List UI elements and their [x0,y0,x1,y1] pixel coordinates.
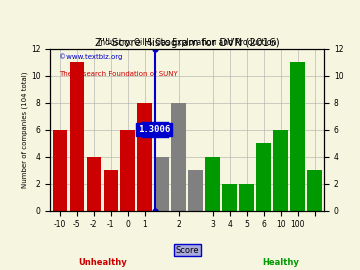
Bar [256,143,271,211]
Text: 1.3006: 1.3006 [138,125,170,134]
Text: ©www.textbiz.org: ©www.textbiz.org [59,53,122,60]
Bar [222,184,237,211]
Bar [53,130,67,211]
Bar [206,157,220,211]
Bar [274,130,288,211]
Text: Healthy: Healthy [262,258,299,267]
Bar [307,170,322,211]
Bar [171,103,186,211]
Text: Score: Score [175,246,199,255]
Bar [69,62,84,211]
Bar [104,170,118,211]
Bar [154,157,169,211]
Text: The Research Foundation of SUNY: The Research Foundation of SUNY [59,71,177,77]
Bar [239,184,254,211]
Title: Z''-Score Histogram for DVN (2016): Z''-Score Histogram for DVN (2016) [95,38,280,48]
Bar [138,103,152,211]
Bar [291,62,305,211]
Text: Industry: Oil & Gas Exploration and Production: Industry: Oil & Gas Exploration and Prod… [98,38,276,47]
Y-axis label: Number of companies (104 total): Number of companies (104 total) [22,71,28,188]
Bar [86,157,101,211]
Text: Unhealthy: Unhealthy [78,258,127,267]
Bar [121,130,135,211]
Bar [189,170,203,211]
